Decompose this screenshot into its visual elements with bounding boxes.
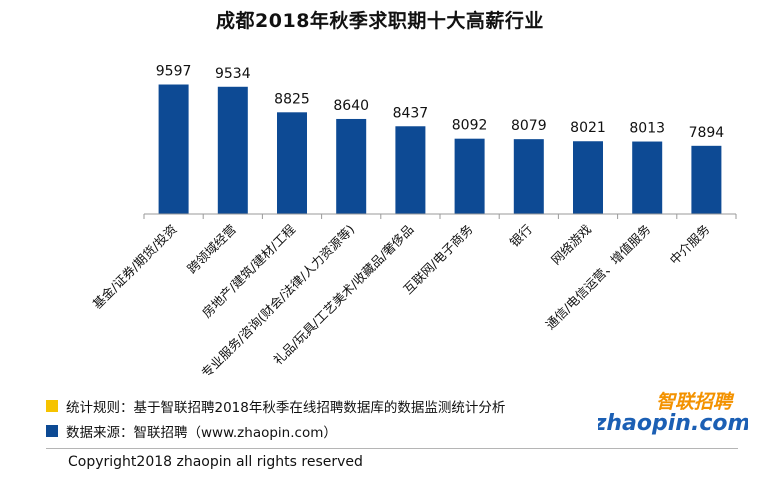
bar (336, 118, 367, 214)
bar (395, 126, 426, 214)
value-label: 8825 (274, 91, 310, 107)
value-label: 9534 (215, 66, 251, 82)
value-label: 8079 (511, 118, 547, 134)
zhaopin-logo: 智联招聘 zhaopin.com (598, 391, 748, 436)
note-rule: 统计规则：基于智联招聘2018年秋季在线招聘数据库的数据监测统计分析 (46, 396, 505, 416)
value-label: 8640 (333, 98, 369, 114)
bar (513, 139, 544, 214)
category-label: 银行 (507, 222, 535, 250)
bar (691, 145, 722, 214)
yellow-square-icon (46, 400, 58, 412)
value-label: 8437 (393, 105, 429, 121)
category-label: 中介服务 (667, 222, 713, 268)
value-labels-group: 9597 9534 8825 8640 8437 8092 8079 8021 8013 7894 (156, 64, 725, 141)
category-labels-group: 基金/证券/期货/投资 跨领域经营房地产/建筑/建材/工程专业服务/咨询(财会/法… (89, 221, 712, 380)
category-label: 基金/证券/期货/投资 (89, 222, 179, 312)
chart-title: 成都2018年秋季求职期十大高薪行业 (216, 10, 544, 32)
bar (454, 138, 485, 214)
copyright-text: Copyright2018 zhaopin all rights reserve… (68, 454, 363, 470)
logo-bottom-text: zhaopin.com (598, 411, 748, 436)
note-source: 数据来源：智联招聘（www.zhaopin.com） (46, 421, 337, 441)
category-label: 网络游戏 (548, 222, 594, 268)
logo-top-text: 智联招聘 (656, 391, 735, 413)
value-label: 8021 (570, 120, 606, 136)
bar (632, 141, 663, 214)
category-label: 通信/电信运营、增值服务 (543, 222, 654, 333)
bars-group (158, 84, 722, 215)
note-source-text: 数据来源：智联招聘（www.zhaopin.com） (66, 425, 337, 441)
x-axis-ticks (143, 214, 737, 219)
value-label: 8092 (452, 118, 488, 134)
bar (573, 141, 603, 214)
bar-chart: 9597 9534 8825 8640 8437 8092 8079 8021 8013 7894… (89, 64, 737, 381)
note-rule-text: 统计规则：基于智联招聘2018年秋季在线招聘数据库的数据监测统计分析 (66, 400, 506, 416)
category-label: 跨领域经营 (184, 222, 239, 277)
separator-line (46, 448, 738, 449)
blue-square-icon (46, 425, 58, 437)
bar (217, 86, 248, 214)
value-label: 7894 (689, 125, 725, 141)
value-label: 8013 (629, 121, 665, 137)
bar (158, 84, 189, 215)
bar (277, 112, 307, 214)
value-label: 9597 (156, 64, 192, 80)
